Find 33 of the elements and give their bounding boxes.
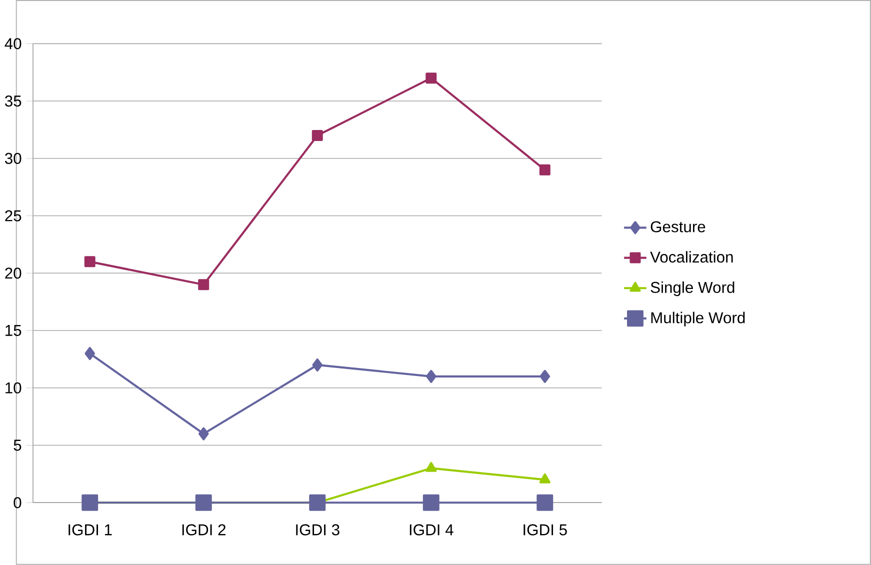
legend-label: Multiple Word bbox=[651, 312, 745, 326]
y-tick-label: 35 bbox=[4, 96, 22, 107]
x-tick-label: IGDI 2 bbox=[182, 524, 226, 536]
point bbox=[195, 494, 212, 511]
point bbox=[426, 72, 437, 84]
y-tick-label: 10 bbox=[6, 382, 22, 394]
legend-label: Single Word bbox=[650, 281, 734, 296]
legend-label: Gesture bbox=[650, 221, 706, 232]
point bbox=[536, 494, 554, 511]
x-tick-label: IGDI 5 bbox=[524, 524, 567, 536]
point bbox=[540, 370, 550, 383]
point bbox=[426, 370, 436, 383]
point bbox=[422, 494, 440, 511]
point bbox=[198, 427, 209, 440]
y-tick-label: 30 bbox=[4, 152, 22, 164]
x-tick-label: IGDI 4 bbox=[410, 524, 454, 536]
point bbox=[309, 494, 326, 511]
y-tick-label: 5 bbox=[14, 440, 22, 451]
y-tick-label: 40 bbox=[4, 38, 22, 50]
legend-label: Vocalization bbox=[650, 251, 733, 263]
point bbox=[312, 358, 323, 372]
y-tick-label: 25 bbox=[5, 210, 22, 222]
point bbox=[198, 279, 210, 290]
point bbox=[312, 130, 323, 141]
point bbox=[84, 346, 96, 360]
y-tick-label: 20 bbox=[5, 268, 22, 279]
x-tick-label: IGDI 3 bbox=[296, 524, 340, 536]
point bbox=[84, 256, 96, 268]
point bbox=[82, 494, 98, 511]
point bbox=[539, 164, 550, 176]
x-tick-label: IGDI 1 bbox=[68, 524, 112, 536]
y-tick-label: 0 bbox=[14, 497, 22, 508]
y-tick-label: 15 bbox=[6, 325, 22, 336]
